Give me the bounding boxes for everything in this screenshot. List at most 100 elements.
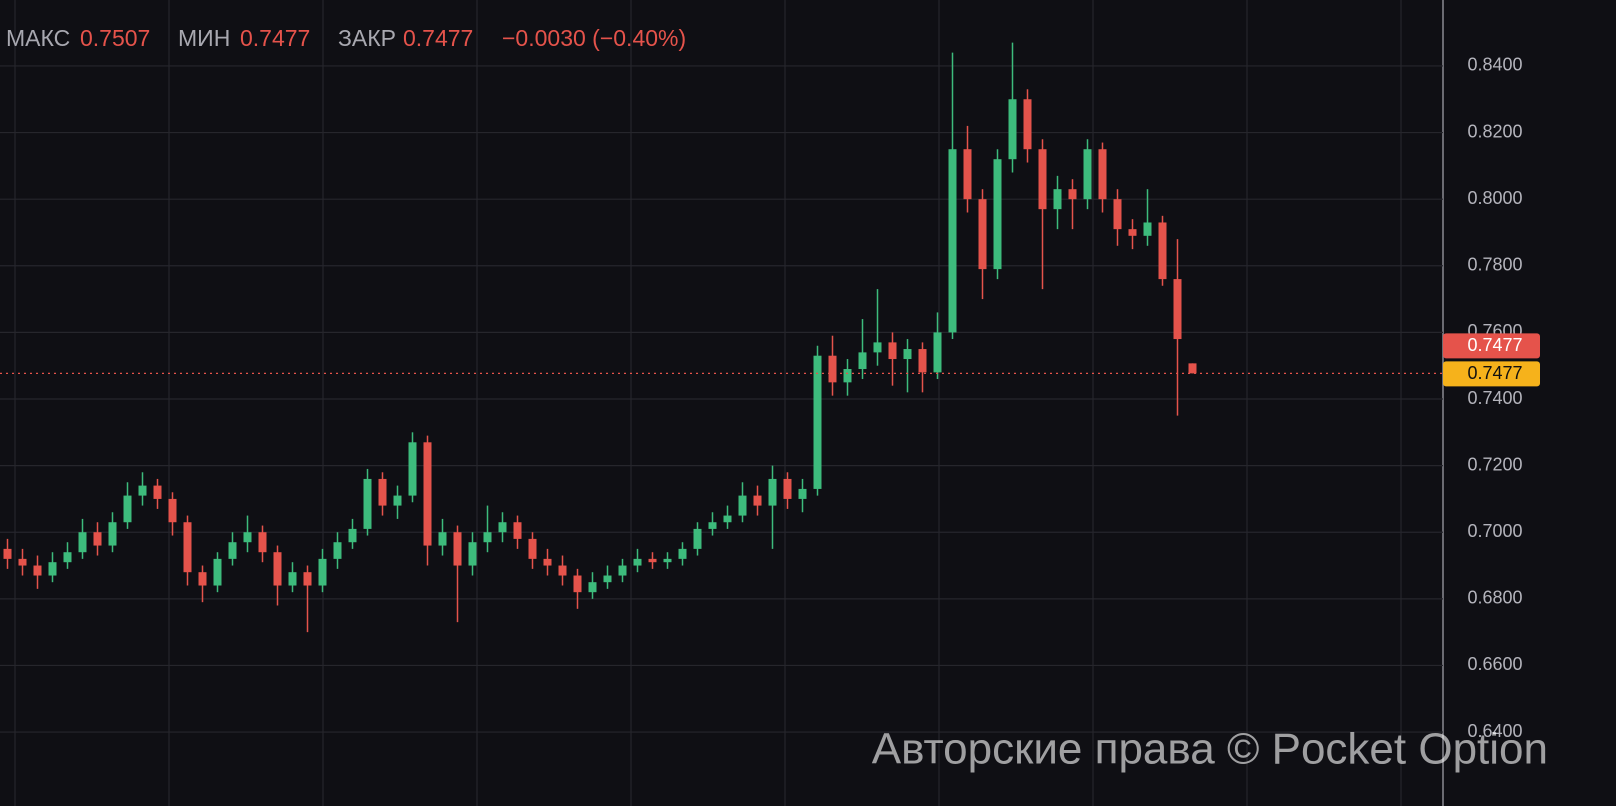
candle-body [1128,229,1137,236]
candle-body [1038,149,1047,210]
candle-body [723,515,732,523]
candle-body [93,532,102,546]
candle-body [798,488,807,499]
y-tick-label: 0.6400 [1467,721,1522,741]
candle-body [888,342,897,360]
candle-body [228,542,237,559]
time-grid [14,0,1402,806]
candle-body [663,558,672,563]
last-price-badge: 0.7477 [1467,363,1522,383]
candle-body [123,495,132,523]
y-tick-label: 0.7400 [1467,388,1522,408]
candle-body [483,532,492,543]
candle-body [1188,363,1197,374]
candle-body [468,542,477,566]
candle-body [273,552,282,586]
candle-body [588,582,597,593]
candle-body [78,532,87,553]
low-value: 0.7477 [240,25,310,51]
candle-body [873,342,882,353]
y-tick-label: 0.7000 [1467,521,1522,541]
candle-body [858,352,867,370]
candle-body [603,575,612,583]
candle-body [498,522,507,533]
candle-body [978,199,987,270]
candle-body [513,522,522,539]
candle-body [108,522,117,546]
y-tick-label: 0.8400 [1467,55,1522,75]
candle-body [963,149,972,200]
y-tick-label: 0.7800 [1467,255,1522,275]
candle-body [1083,149,1092,200]
candle-body [423,442,432,546]
candle-body [1053,189,1062,210]
low-label: МИН [178,25,230,51]
y-tick-label: 0.8200 [1467,121,1522,141]
candle-body [438,532,447,546]
candle-body [1008,99,1017,160]
candle-body [48,562,57,576]
candle-body [918,349,927,373]
candle-body [258,532,267,553]
candle-body [318,558,327,586]
candle-body [558,565,567,576]
candle-body [783,478,792,499]
close-value: 0.7477 [403,25,473,51]
candle-body [453,532,462,566]
candle-body [138,485,147,496]
close-badge: 0.7477 [1467,335,1522,355]
candle-body [1143,222,1152,236]
candle-body [333,542,342,559]
candle-body [393,495,402,506]
candle-body [843,369,852,383]
candle-body [993,159,1002,270]
candle-body [378,478,387,506]
close-badge-bg [1443,333,1540,359]
y-tick-label: 0.7200 [1467,454,1522,474]
candle-body [738,495,747,516]
candle-body [198,572,207,586]
candle-body [693,528,702,549]
y-tick-label: 0.6800 [1467,588,1522,608]
candle-body [768,478,777,506]
candle-body [528,538,537,559]
candle-body [33,565,42,576]
plot: 0.64000.66000.68000.70000.72000.74000.76… [0,42,1540,741]
candle-body [348,528,357,543]
candle-body [1173,279,1182,340]
candle-body [153,485,162,499]
candle-body [543,558,552,566]
candle-body [303,572,312,586]
candle-body [648,558,657,563]
candle-body [813,355,822,489]
change-value: −0.0030 (−0.40%) [502,25,686,51]
candle-body [243,532,252,543]
candle-body [708,522,717,529]
y-tick-label: 0.6600 [1467,654,1522,674]
candle-body [633,558,642,566]
high-value: 0.7507 [80,25,150,51]
candle-body [1098,149,1107,200]
candle-body [678,548,687,559]
candle-body [1068,189,1077,200]
candle-body [903,349,912,360]
watermark: Авторские права © Pocket Option [872,725,1548,774]
candle-body [408,442,417,496]
header: МАКС 0.7507 МИН 0.7477 ЗАКР 0.7477 −0.00… [6,25,686,51]
candle-body [183,522,192,573]
candle-body [573,575,582,593]
candle-body [1113,199,1122,230]
last-price-badge-bg [1443,361,1540,387]
candle-body [618,565,627,576]
candle-body [168,498,177,523]
close-label: ЗАКР [338,25,396,51]
y-tick-label: 0.8000 [1467,188,1522,208]
candle-body [3,548,12,559]
candle-body [933,332,942,373]
candle-body [948,149,957,333]
candle-body [363,478,372,529]
candle-body [828,355,837,383]
